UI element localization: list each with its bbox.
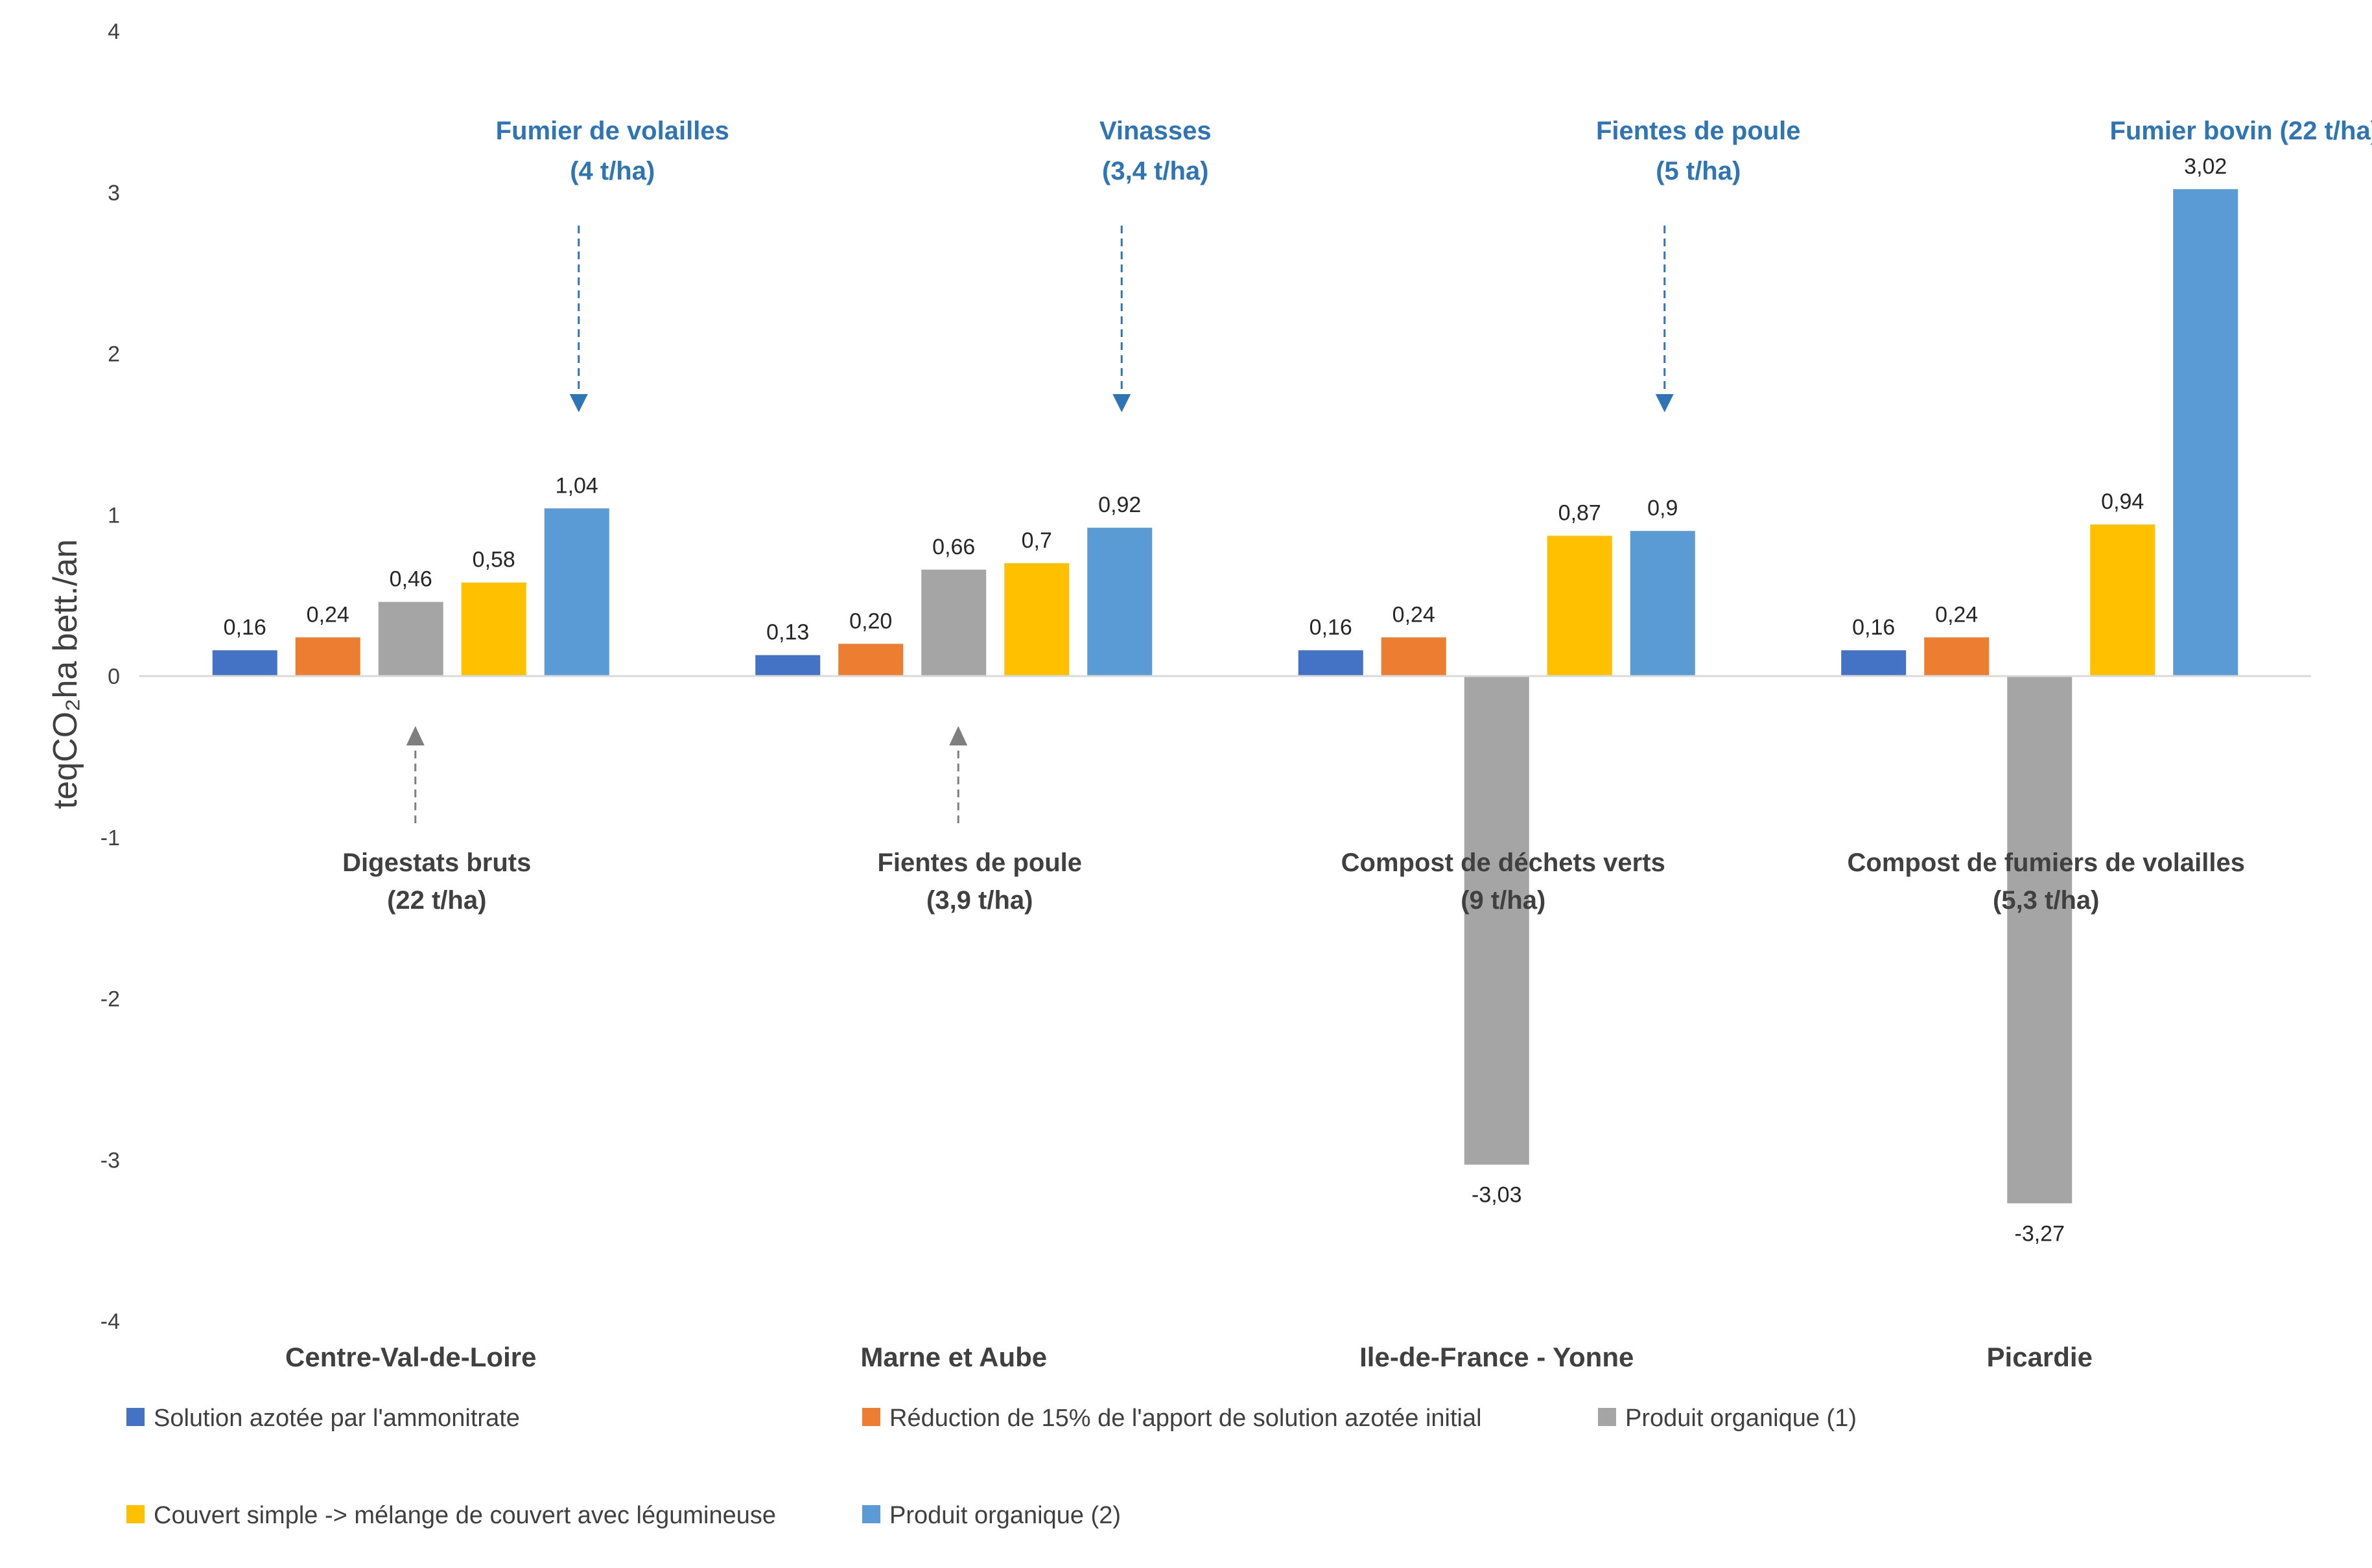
annotation-arrow-head (1655, 394, 1674, 412)
bar (755, 655, 821, 676)
data-label: 0,7 (1022, 528, 1052, 553)
data-label: 0,24 (1392, 602, 1435, 627)
y-tick-label: 1 (108, 503, 120, 528)
annotation-arrow-head (949, 726, 968, 745)
data-label: 0,20 (849, 609, 892, 633)
annotation-arrow-head (1112, 394, 1131, 412)
data-label: -3,27 (2015, 1221, 2065, 1246)
category-label: Picardie (1987, 1342, 2093, 1372)
data-label: 1,04 (556, 473, 598, 498)
data-label: 0,24 (1935, 602, 1978, 627)
bar (838, 644, 904, 676)
data-label: 0,24 (307, 602, 349, 627)
legend-item: Réduction de 15% de l'apport de solution… (862, 1405, 1482, 1432)
y-axis-title: teqCO₂ha bett./an (47, 539, 84, 809)
annotation-bottom: Compost de fumiers de volailles (1848, 848, 2246, 877)
data-label: 0,66 (932, 535, 975, 559)
legend-item: Produit organique (1) (1598, 1405, 1857, 1432)
category-labels: Centre-Val-de-Loire Marne et Aube Ile-de-F… (285, 1342, 2093, 1372)
bar (2173, 189, 2238, 676)
y-tick-label: 2 (108, 342, 120, 367)
bar (544, 508, 609, 676)
y-tick-label: 3 (108, 181, 120, 205)
bar (921, 569, 987, 676)
annotation-bottom: (5,3 t/ha) (1993, 886, 2099, 915)
bar (1841, 650, 1907, 676)
category-label: Ile-de-France - Yonne (1359, 1342, 1634, 1372)
bar (295, 637, 360, 676)
data-label: 0,94 (2101, 489, 2144, 514)
data-labels: 0,16 0,13 0,16 0,16 0,24 0,20 0,24 0,24 0,46 0,66… (224, 154, 2227, 1246)
y-tick-label: -2 (100, 987, 120, 1012)
bar (1464, 676, 1529, 1165)
data-label: 0,58 (473, 548, 515, 572)
bar (2090, 524, 2155, 676)
annotation-bottom: (22 t/ha) (387, 886, 486, 915)
y-axis: -4 -3 -2 -1 0 1 2 3 4 teqCO₂ha bett./an (47, 19, 120, 1334)
data-label: 0,16 (224, 615, 266, 640)
legend-item: Solution azotée par l'ammonitrate (126, 1405, 520, 1432)
bar (1630, 531, 1695, 676)
legend-label: Couvert simple -> mélange de couvert ave… (154, 1502, 776, 1529)
legend: Solution azotée par l'ammonitrate Réducti… (126, 1405, 1857, 1529)
y-tick-label: 4 (108, 19, 120, 44)
data-label: 0,9 (1647, 496, 1678, 521)
annotation-top: (3,4 t/ha) (1102, 157, 1208, 185)
annotation-arrow-head (406, 726, 425, 745)
legend-label: Produit organique (2) (889, 1502, 1121, 1529)
data-label: 0,16 (1309, 615, 1352, 640)
bar (1087, 528, 1153, 676)
legend-label: Réduction de 15% de l'apport de solution… (889, 1405, 1482, 1432)
bar (212, 650, 277, 676)
annotation-top: Vinasses (1099, 117, 1212, 145)
y-tick-label: -3 (100, 1148, 120, 1173)
legend-label: Solution azotée par l'ammonitrate (154, 1405, 520, 1432)
annotation-bottom: (9 t/ha) (1461, 886, 1545, 915)
bar (1924, 637, 1990, 676)
annotation-bottom: (3,9 t/ha) (926, 886, 1033, 915)
data-label: -3,03 (1472, 1183, 1522, 1208)
y-tick-label: 0 (108, 664, 120, 689)
legend-swatch (126, 1505, 145, 1523)
y-tick-label: -1 (100, 826, 120, 850)
annotation-top: (4 t/ha) (570, 157, 655, 185)
annotation-top: Fumier de volailles (496, 117, 729, 145)
annotation-top: Fumier bovin (22 t/ha) (2109, 117, 2372, 145)
legend-swatch (862, 1408, 880, 1426)
legend-swatch (862, 1505, 880, 1523)
y-tick-label: -4 (100, 1309, 120, 1334)
legend-swatch (126, 1408, 145, 1426)
bar (1381, 637, 1446, 676)
legend-swatch (1598, 1408, 1616, 1426)
legend-item: Couvert simple -> mélange de couvert ave… (126, 1502, 776, 1529)
bar (1298, 650, 1363, 676)
data-label: 0,92 (1098, 493, 1141, 517)
bar (1004, 563, 1070, 676)
bar (2007, 676, 2073, 1204)
annotation-bottom: Digestats bruts (342, 848, 531, 877)
annotation-arrow-head (569, 394, 588, 412)
bar (378, 602, 443, 676)
legend-item: Produit organique (2) (862, 1502, 1121, 1529)
category-label: Centre-Val-de-Loire (285, 1342, 536, 1372)
annotation-top: (5 t/ha) (1656, 157, 1741, 185)
annotation-top: Fientes de poule (1596, 117, 1801, 145)
legend-label: Produit organique (1) (1625, 1405, 1857, 1432)
data-label: 0,16 (1852, 615, 1895, 640)
bar (1547, 535, 1612, 676)
data-label: 3,02 (2184, 154, 2227, 179)
annotations: Fumier de volailles (4 t/ha) Vinasses (3,4 … (342, 117, 2372, 915)
data-label: 0,13 (766, 620, 809, 645)
bar (461, 582, 526, 676)
data-label: 0,87 (1558, 501, 1601, 526)
category-label: Marne et Aube (860, 1342, 1047, 1372)
data-label: 0,46 (390, 567, 432, 592)
annotation-bottom: Fientes de poule (877, 848, 1082, 877)
bars (212, 189, 2238, 1204)
annotation-bottom: Compost de déchets verts (1341, 848, 1665, 877)
